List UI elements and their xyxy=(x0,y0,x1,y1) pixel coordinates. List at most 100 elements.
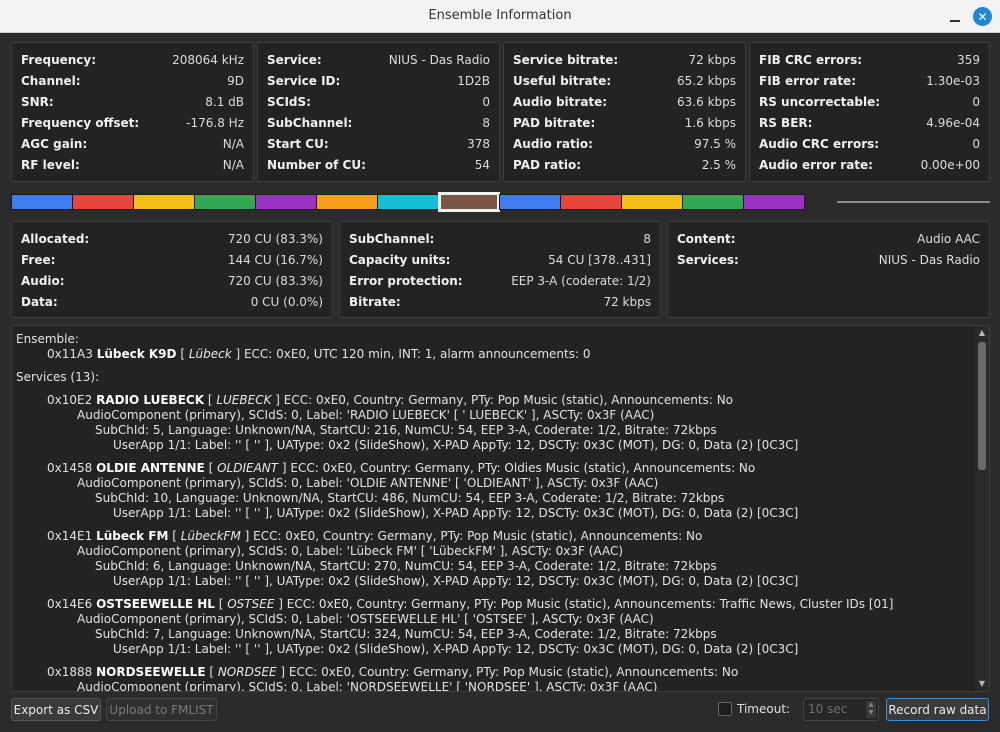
service-key: Service: xyxy=(267,53,322,67)
service-row: Start CU: 378 xyxy=(267,134,490,154)
service-id: 0x1888 xyxy=(47,665,93,679)
subchannel-segment[interactable] xyxy=(499,194,561,210)
subchannel-value: 54 CU [378..431] xyxy=(548,253,651,267)
subchannel-value: 72 kbps xyxy=(603,295,651,309)
scroll-up-icon[interactable]: ▲ xyxy=(978,328,986,337)
service-details: ECC: 0xE0, Country: Germany, PTy: Pop Mu… xyxy=(283,393,734,407)
service-row: SubChannel: 8 xyxy=(267,113,490,133)
signal-row: AGC gain: N/A xyxy=(21,134,244,154)
service-id: 0x10E2 xyxy=(47,393,93,407)
subchannel-key: Bitrate: xyxy=(349,295,401,309)
subchannel-segment[interactable] xyxy=(255,194,317,210)
capacity-row: Free: 144 CU (16.7%) xyxy=(21,250,323,270)
service-line: 0x1458 OLDIE ANTENNE [ OLDIEANT ] ECC: 0… xyxy=(47,461,756,475)
scrollbar-thumb[interactable] xyxy=(978,342,986,470)
signal-value: 8.1 dB xyxy=(205,95,244,109)
userapp-line: UserApp 1/1: Label: '' [ '' ], UAType: 0… xyxy=(113,642,799,656)
signal-panel: Frequency: 208064 kHz Channel: 9D SNR: 8.1 dB… xyxy=(11,42,254,182)
bitrate-key: PAD bitrate: xyxy=(513,116,596,130)
service-key: Service ID: xyxy=(267,74,341,88)
subchannel-key: SubChannel: xyxy=(349,232,435,246)
bitrate-key: Useful bitrate: xyxy=(513,74,612,88)
audio-component-line: AudioComponent (primary), SCIdS: 0, Labe… xyxy=(77,544,623,558)
subchannel-line: SubChId: 5, Language: Unknown/NA, StartC… xyxy=(95,423,717,437)
service-value: 0 xyxy=(482,95,490,109)
service-value: 378 xyxy=(467,137,490,151)
ensemble-details-log[interactable]: Ensemble: 0x11A3 Lübeck K9D [ Lübeck ] E… xyxy=(11,325,990,692)
bitrate-value: 63.6 kbps xyxy=(677,95,736,109)
service-panel: Service: NIUS - Das Radio Service ID: 1D2B S… xyxy=(257,42,500,182)
signal-key: Frequency offset: xyxy=(21,116,140,130)
signal-key: Frequency: xyxy=(21,53,97,67)
subchannel-segment-selected[interactable] xyxy=(438,192,500,212)
signal-row: Frequency: 208064 kHz xyxy=(21,50,244,70)
capacity-row: Audio: 720 CU (83.3%) xyxy=(21,271,323,291)
minimize-button[interactable] xyxy=(945,7,964,26)
errors-value: 359 xyxy=(957,53,980,67)
signal-value: N/A xyxy=(222,137,244,151)
errors-value: 1.30e-03 xyxy=(926,74,980,88)
timeout-spinbox[interactable]: 10 sec ▲ ▼ xyxy=(803,698,879,721)
service-line: 0x14E6 OSTSEEWELLE HL [ OSTSEE ] ECC: 0x… xyxy=(47,597,894,611)
window-title: Ensemble Information xyxy=(428,8,572,23)
signal-key: Channel: xyxy=(21,74,81,88)
spin-arrows-icon[interactable]: ▲ ▼ xyxy=(866,701,876,718)
record-raw-data-button[interactable]: Record raw data xyxy=(886,698,989,721)
close-icon: ✕ xyxy=(977,9,988,24)
errors-key: FIB error rate: xyxy=(759,74,856,88)
subchannel-segment[interactable] xyxy=(316,194,378,210)
subchannel-segment[interactable] xyxy=(682,194,744,210)
content-value: NIUS - Das Radio xyxy=(878,253,980,267)
errors-key: Audio error rate: xyxy=(759,158,873,172)
signal-value: N/A xyxy=(222,158,244,172)
service-details: ECC: 0xE0, Country: Germany, PTy: Oldies… xyxy=(290,461,756,475)
upload-fmlist-button[interactable]: Upload to FMLIST xyxy=(106,698,217,721)
signal-row: SNR: 8.1 dB xyxy=(21,92,244,112)
subchannel-segment[interactable] xyxy=(194,194,256,210)
ensemble-name: Lübeck K9D xyxy=(96,347,177,361)
subchannel-segment[interactable] xyxy=(621,194,683,210)
service-name: OSTSEEWELLE HL xyxy=(96,597,215,611)
bitrate-value: 65.2 kbps xyxy=(677,74,736,88)
subchannel-row: Bitrate: 72 kbps xyxy=(349,292,651,312)
service-line: 0x10E2 RADIO LUEBECK [ LUEBECK ] ECC: 0x… xyxy=(47,393,734,407)
service-name: Lübeck FM xyxy=(96,529,169,543)
export-csv-button[interactable]: Export as CSV xyxy=(11,698,101,721)
service-id: 0x1458 xyxy=(47,461,93,475)
userapp-line: UserApp 1/1: Label: '' [ '' ], UAType: 0… xyxy=(113,438,799,452)
errors-key: Audio CRC errors: xyxy=(759,137,880,151)
subchannel-key: Error protection: xyxy=(349,274,463,288)
service-value: 54 xyxy=(474,158,490,172)
subchannel-segment[interactable] xyxy=(133,194,195,210)
close-button[interactable]: ✕ xyxy=(973,7,992,26)
capacity-row: Allocated: 720 CU (83.3%) xyxy=(21,229,323,249)
service-row: Number of CU: 54 xyxy=(267,155,490,175)
capacity-row: Data: 0 CU (0.0%) xyxy=(21,292,323,312)
subchannel-segment[interactable] xyxy=(11,194,73,210)
subchannel-segment[interactable] xyxy=(743,194,805,210)
errors-key: RS BER: xyxy=(759,116,813,130)
bitrate-panel: Service bitrate: 72 kbps Useful bitrate: 65… xyxy=(503,42,746,182)
capacity-value: 144 CU (16.7%) xyxy=(227,253,323,267)
subchannel-segment[interactable] xyxy=(72,194,134,210)
service-value: 1D2B xyxy=(457,74,490,88)
timeout-value: 10 sec xyxy=(808,702,848,716)
services-header: Services (13): xyxy=(16,370,100,384)
services-list: 0x10E2 RADIO LUEBECK [ LUEBECK ] ECC: 0x… xyxy=(16,393,969,691)
subchannel-segment[interactable] xyxy=(560,194,622,210)
bitrate-key: PAD ratio: xyxy=(513,158,582,172)
userapp-line: UserApp 1/1: Label: '' [ '' ], UAType: 0… xyxy=(113,506,799,520)
subchannel-row: Error protection: EEP 3-A (coderate: 1/2) xyxy=(349,271,651,291)
subchannel-segment[interactable] xyxy=(377,194,439,210)
ensemble-id: 0x11A3 xyxy=(47,347,93,361)
service-key: SCIdS: xyxy=(267,95,311,109)
service-line: 0x1888 NORDSEEWELLE [ NORDSEE ] ECC: 0xE… xyxy=(47,665,739,679)
scroll-down-icon[interactable]: ▼ xyxy=(978,679,986,688)
minimize-icon xyxy=(949,20,960,22)
bitrate-value: 97.5 % xyxy=(694,137,736,151)
log-scrollbar[interactable]: ▲ ▼ xyxy=(975,326,989,691)
service-details: ECC: 0xE0, Country: Germany, PTy: Pop Mu… xyxy=(253,529,703,543)
service-entry: 0x10E2 RADIO LUEBECK [ LUEBECK ] ECC: 0x… xyxy=(16,393,969,461)
timeout-checkbox[interactable] xyxy=(718,702,732,716)
content-value: Audio AAC xyxy=(917,232,980,246)
